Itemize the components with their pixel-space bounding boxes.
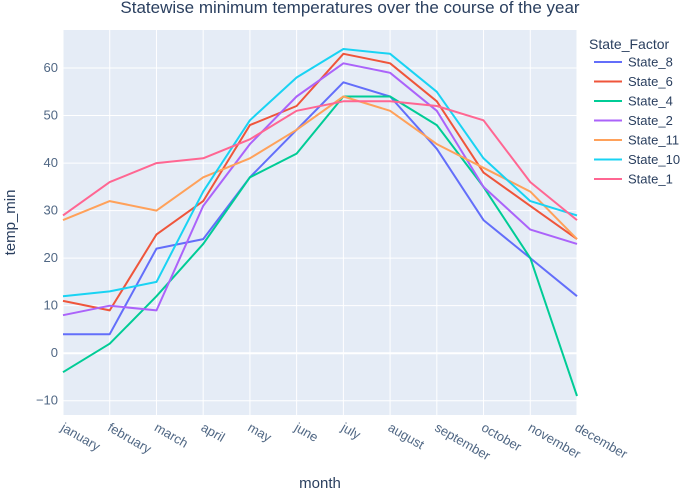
x-tick-label: december <box>573 420 631 462</box>
legend-label: State_10 <box>628 152 680 167</box>
legend-label: State_1 <box>628 172 673 187</box>
x-tick-label: august <box>386 420 428 453</box>
y-tick-label: 30 <box>44 203 58 218</box>
x-tick-label: january <box>58 419 104 454</box>
y-tick-label: 10 <box>44 298 58 313</box>
x-tick-label: may <box>245 420 274 446</box>
x-tick-label: february <box>105 420 154 457</box>
x-axis-title: month <box>299 475 341 492</box>
y-axis-title: temp_min <box>2 190 19 256</box>
series-lines <box>62 48 578 397</box>
x-tick-label: march <box>152 420 191 451</box>
y-tick-label: 50 <box>44 108 58 123</box>
legend-label: State_8 <box>628 55 673 70</box>
legend-title: State_Factor <box>589 36 669 52</box>
y-tick-label: 20 <box>44 250 58 265</box>
legend: State_Factor State_8 State_6 State_4 State_… <box>589 36 680 187</box>
legend-label: State_2 <box>628 113 673 128</box>
series-line-state-2 <box>62 62 578 317</box>
grid <box>62 30 578 415</box>
y-tick-label: 60 <box>44 60 58 75</box>
legend-label: State_6 <box>628 74 673 89</box>
y-tick-label: 0 <box>51 345 58 360</box>
series-line-state-4 <box>62 95 578 397</box>
x-tick-label: november <box>526 420 584 462</box>
series-line-state-11 <box>62 95 578 240</box>
x-tick-label: april <box>199 420 228 445</box>
series-line-state-10 <box>62 48 578 298</box>
x-tick-label: july <box>338 419 364 442</box>
series-line-state-1 <box>62 100 578 221</box>
x-tick-label: june <box>291 419 321 445</box>
legend-label: State_11 <box>628 133 679 148</box>
plot-area <box>63 30 577 415</box>
y-axis: −10 0 10 20 30 40 50 60 <box>36 60 58 408</box>
legend-label: State_4 <box>628 94 673 109</box>
chart-title: Statewise minimum temperatures over the … <box>120 0 580 17</box>
y-tick-label: 40 <box>44 155 58 170</box>
y-tick-label: −10 <box>36 393 58 408</box>
